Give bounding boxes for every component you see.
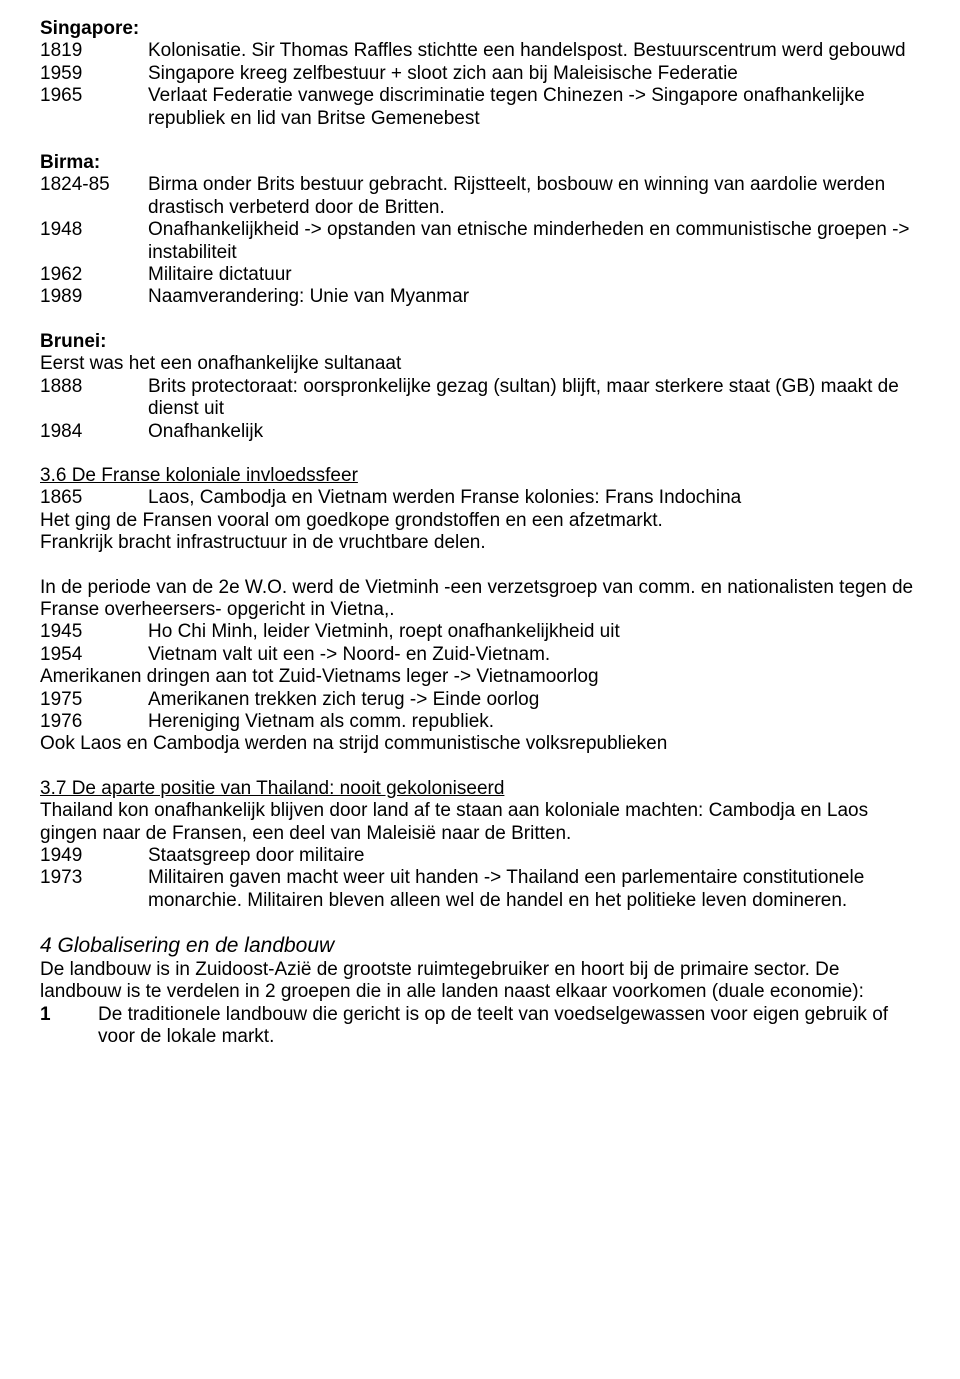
timeline-row: 1824-85 Birma onder Brits bestuur gebrac… — [40, 174, 920, 219]
timeline-year: 1962 — [40, 264, 148, 286]
timeline-text: Militairen gaven macht weer uit handen -… — [148, 867, 920, 912]
section-3-6-title: 3.6 De Franse koloniale invloedssfeer — [40, 465, 920, 487]
timeline-text: Vietnam valt uit een -> Noord- en Zuid-V… — [148, 644, 920, 666]
timeline-row: 1973 Militairen gaven macht weer uit han… — [40, 867, 920, 912]
section-3-7-p1: Thailand kon onafhankelijk blijven door … — [40, 800, 920, 845]
timeline-year: 1945 — [40, 621, 148, 643]
timeline-text: Militaire dictatuur — [148, 264, 920, 286]
timeline-year: 1989 — [40, 286, 148, 308]
timeline-year: 1975 — [40, 689, 148, 711]
brunei-block: Brunei: Eerst was het een onafhankelijke… — [40, 331, 920, 443]
timeline-year: 1973 — [40, 867, 148, 912]
timeline-year: 1984 — [40, 421, 148, 443]
section-3-6-p5: Ook Laos en Cambodja werden na strijd co… — [40, 733, 920, 755]
timeline-row: 1819 Kolonisatie. Sir Thomas Raffles sti… — [40, 40, 920, 62]
timeline-row: 1945 Ho Chi Minh, leider Vietminh, roept… — [40, 621, 920, 643]
list-item-number: 1 — [40, 1004, 98, 1049]
timeline-year: 1965 — [40, 85, 148, 130]
section-3-7-title: 3.7 De aparte positie van Thailand: nooi… — [40, 778, 920, 800]
singapore-heading: Singapore: — [40, 18, 920, 40]
section-3-7-block: 3.7 De aparte positie van Thailand: nooi… — [40, 778, 920, 912]
timeline-row: 1888 Brits protectoraat: oorspronkelijke… — [40, 376, 920, 421]
section-3-6-block-2: In de periode van de 2e W.O. werd de Vie… — [40, 577, 920, 756]
timeline-text: Hereniging Vietnam als comm. republiek. — [148, 711, 920, 733]
timeline-row: 1962 Militaire dictatuur — [40, 264, 920, 286]
timeline-row: 1865 Laos, Cambodja en Vietnam werden Fr… — [40, 487, 920, 509]
timeline-year: 1959 — [40, 63, 148, 85]
timeline-row: 1948 Onafhankelijkheid -> opstanden van … — [40, 219, 920, 264]
timeline-row: 1984 Onafhankelijk — [40, 421, 920, 443]
timeline-row: 1954 Vietnam valt uit een -> Noord- en Z… — [40, 644, 920, 666]
timeline-year: 1824-85 — [40, 174, 148, 219]
timeline-row: 1949 Staatsgreep door militaire — [40, 845, 920, 867]
timeline-text: Verlaat Federatie vanwege discriminatie … — [148, 85, 920, 130]
timeline-year: 1819 — [40, 40, 148, 62]
section-4-p1: De landbouw is in Zuidoost-Azië de groot… — [40, 959, 920, 1004]
section-3-6-p4: Amerikanen dringen aan tot Zuid-Vietnams… — [40, 666, 920, 688]
timeline-text: Staatsgreep door militaire — [148, 845, 920, 867]
brunei-intro: Eerst was het een onafhankelijke sultana… — [40, 353, 920, 375]
section-3-6-p3: In de periode van de 2e W.O. werd de Vie… — [40, 577, 920, 622]
timeline-text: Birma onder Brits bestuur gebracht. Rijs… — [148, 174, 920, 219]
timeline-text: Ho Chi Minh, leider Vietminh, roept onaf… — [148, 621, 920, 643]
birma-heading: Birma: — [40, 152, 920, 174]
list-item-text: De traditionele landbouw die gericht is … — [98, 1004, 920, 1049]
section-3-6-p1: Het ging de Fransen vooral om goedkope g… — [40, 510, 920, 532]
timeline-text: Onafhankelijkheid -> opstanden van etnis… — [148, 219, 920, 264]
timeline-row: 1975 Amerikanen trekken zich terug -> Ei… — [40, 689, 920, 711]
timeline-row: 1959 Singapore kreeg zelfbestuur + sloot… — [40, 63, 920, 85]
section-4-title: 4 Globalisering en de landbouw — [40, 934, 920, 959]
section-3-6-block: 3.6 De Franse koloniale invloedssfeer 18… — [40, 465, 920, 555]
birma-block: Birma: 1824-85 Birma onder Brits bestuur… — [40, 152, 920, 309]
timeline-year: 1948 — [40, 219, 148, 264]
list-item-row: 1 De traditionele landbouw die gericht i… — [40, 1004, 920, 1049]
timeline-year: 1976 — [40, 711, 148, 733]
timeline-year: 1949 — [40, 845, 148, 867]
singapore-block: Singapore: 1819 Kolonisatie. Sir Thomas … — [40, 18, 920, 130]
brunei-heading: Brunei: — [40, 331, 920, 353]
section-3-6-p2: Frankrijk bracht infrastructuur in de vr… — [40, 532, 920, 554]
timeline-row: 1965 Verlaat Federatie vanwege discrimin… — [40, 85, 920, 130]
timeline-year: 1954 — [40, 644, 148, 666]
timeline-text: Onafhankelijk — [148, 421, 920, 443]
timeline-text: Naamverandering: Unie van Myanmar — [148, 286, 920, 308]
timeline-text: Brits protectoraat: oorspronkelijke geza… — [148, 376, 920, 421]
timeline-text: Kolonisatie. Sir Thomas Raffles stichtte… — [148, 40, 920, 62]
timeline-text: Laos, Cambodja en Vietnam werden Franse … — [148, 487, 920, 509]
timeline-row: 1989 Naamverandering: Unie van Myanmar — [40, 286, 920, 308]
timeline-year: 1865 — [40, 487, 148, 509]
timeline-year: 1888 — [40, 376, 148, 421]
timeline-text: Amerikanen trekken zich terug -> Einde o… — [148, 689, 920, 711]
timeline-text: Singapore kreeg zelfbestuur + sloot zich… — [148, 63, 920, 85]
timeline-row: 1976 Hereniging Vietnam als comm. republ… — [40, 711, 920, 733]
section-4-block: 4 Globalisering en de landbouw De landbo… — [40, 934, 920, 1048]
